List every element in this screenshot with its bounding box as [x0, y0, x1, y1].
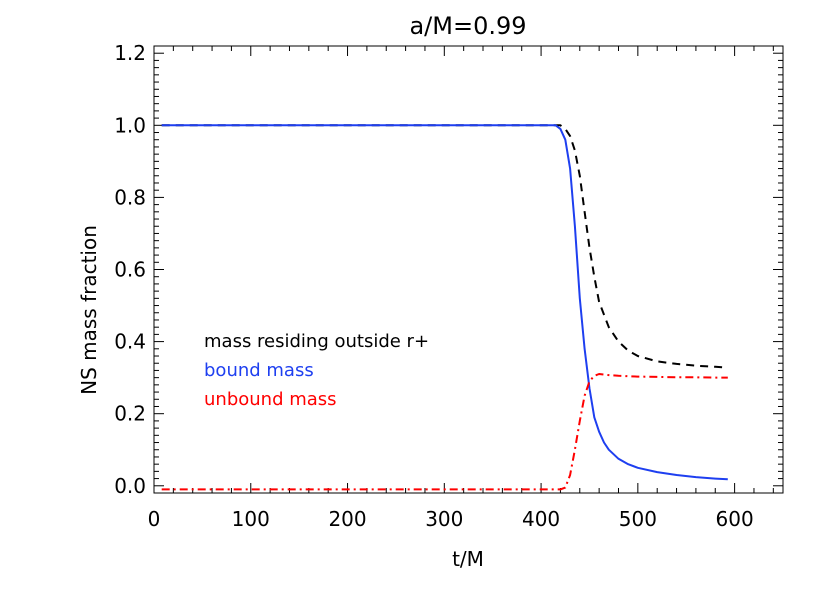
- y-tick-label: 1.0: [114, 113, 146, 137]
- x-tick-label: 400: [522, 507, 560, 531]
- axis-ticks: 0 100 200 300 400 500 600 0.0 0.2 0.4 0.6 0.8 1.0 1.2: [114, 41, 783, 531]
- y-tick-label: 0.0: [114, 474, 146, 498]
- x-tick-label: 300: [425, 507, 463, 531]
- chart-title: a/M=0.99: [409, 12, 526, 40]
- legend: mass residing outside r+ bound mass unboun…: [204, 331, 429, 410]
- x-axis-label: t/M: [452, 547, 484, 571]
- x-tick-label: 0: [148, 507, 161, 531]
- plot-frame: [153, 45, 784, 494]
- y-tick-label: 0.4: [114, 330, 146, 354]
- x-tick-label: 100: [232, 507, 270, 531]
- legend-entry-0: mass residing outside r+: [204, 331, 429, 352]
- series-line-1: [161, 124, 728, 481]
- y-tick-label: 0.6: [114, 258, 146, 282]
- legend-entry-2: unbound mass: [204, 389, 337, 410]
- x-tick-label: 200: [328, 507, 366, 531]
- series-line-2: [161, 373, 728, 491]
- series-lines: [161, 124, 728, 491]
- x-tick-label: 500: [619, 507, 657, 531]
- y-tick-label: 1.2: [114, 41, 146, 65]
- x-tick-label: 600: [716, 507, 754, 531]
- y-tick-label: 0.2: [114, 402, 146, 426]
- series-line-0: [161, 124, 728, 369]
- y-axis-label: NS mass fraction: [77, 225, 101, 395]
- legend-entry-1: bound mass: [204, 360, 314, 381]
- y-tick-label: 0.8: [114, 185, 146, 209]
